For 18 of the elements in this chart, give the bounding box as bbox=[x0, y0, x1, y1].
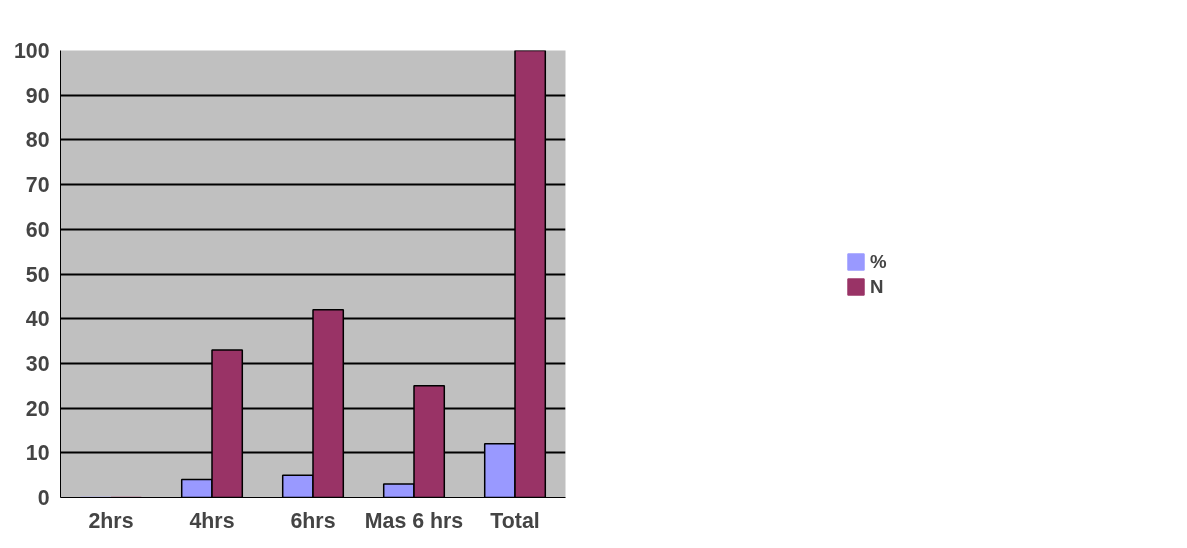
legend-label: % bbox=[870, 250, 888, 272]
y-tick-label: 0 bbox=[37, 486, 50, 510]
y-tick-label: 30 bbox=[25, 351, 50, 376]
y-tick-label: 10 bbox=[25, 441, 50, 466]
x-tick-label: 6hrs bbox=[290, 508, 336, 533]
y-tick-label: 50 bbox=[25, 262, 50, 287]
y-tick-label: 80 bbox=[25, 128, 50, 153]
y-tick-label: 100 bbox=[13, 39, 50, 63]
y-tick-label: 90 bbox=[25, 83, 50, 108]
y-tick-label: 40 bbox=[25, 307, 50, 332]
x-tick-label: Total bbox=[490, 508, 540, 533]
y-tick-label: 70 bbox=[25, 173, 50, 198]
y-tick-label: 20 bbox=[25, 396, 50, 421]
x-tick-label: Mas 6 hrs bbox=[364, 508, 464, 533]
x-tick-label: 4hrs bbox=[189, 508, 235, 533]
legend-label: N bbox=[870, 275, 885, 297]
y-tick-label: 60 bbox=[25, 217, 50, 242]
x-tick-label: 2hrs bbox=[88, 508, 134, 533]
